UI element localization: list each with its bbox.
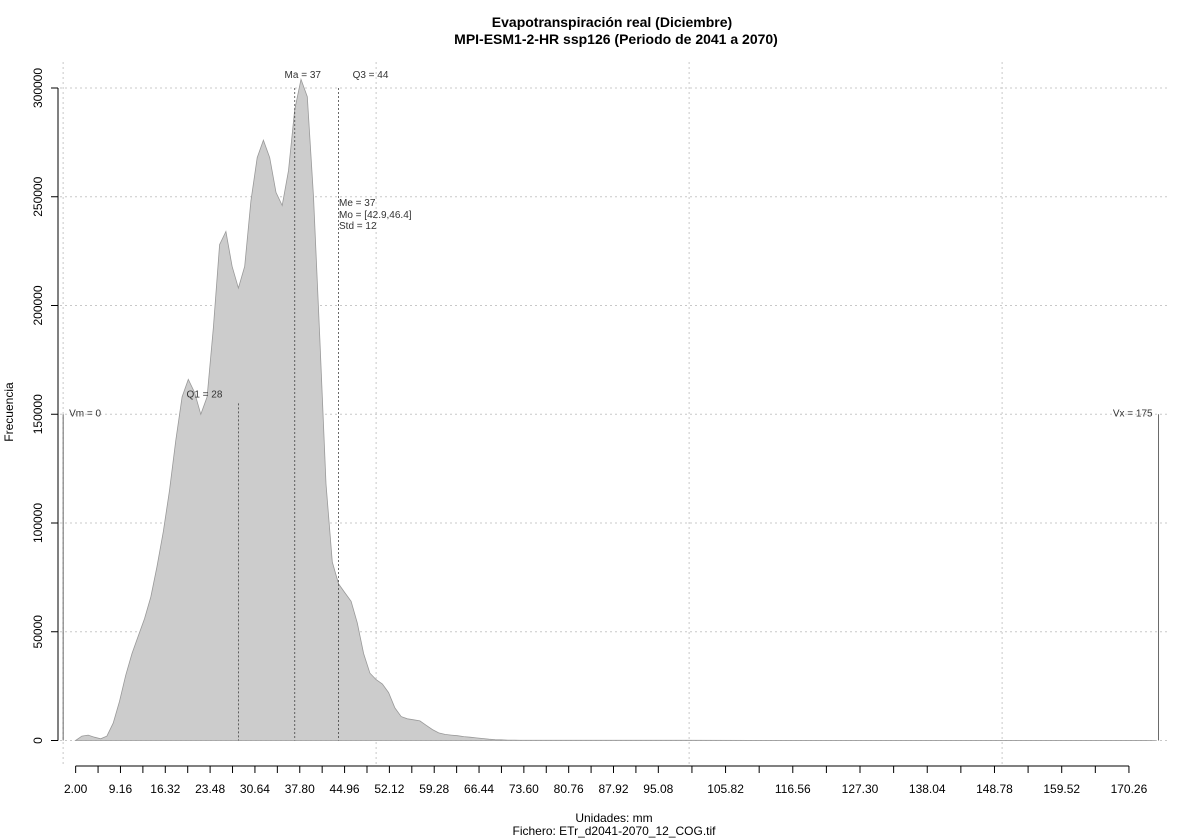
- x-tick-label: 52.12: [374, 782, 404, 796]
- y-tick-label: 150000: [31, 394, 45, 434]
- stat-median: Me = 37: [339, 198, 376, 209]
- stat-std: Std = 12: [339, 221, 377, 232]
- x-axis-label: Unidades: mm: [575, 811, 652, 825]
- chart-title: Evapotranspiración real (Diciembre): [492, 14, 732, 30]
- chart-subtitle: MPI-ESM1-2-HR ssp126 (Periodo de 2041 a …: [454, 31, 778, 47]
- y-axis-label: Frecuencia: [2, 382, 16, 442]
- x-tick-label: 127.30: [842, 782, 879, 796]
- marker-label: Ma = 37: [285, 70, 322, 81]
- y-tick-label: 200000: [31, 285, 45, 325]
- marker-label: Vm = 0: [69, 408, 101, 419]
- y-tick-label: 100000: [31, 503, 45, 543]
- marker-label: Vx = 175: [1113, 408, 1153, 419]
- y-tick-label: 250000: [31, 176, 45, 216]
- x-tick-label: 148.78: [976, 782, 1013, 796]
- x-tick-label: 170.26: [1111, 782, 1148, 796]
- x-tick-label: 23.48: [195, 782, 225, 796]
- x-tick-label: 66.44: [464, 782, 494, 796]
- y-axis: 0 50000 100000 150000 200000 250000 300000: [31, 68, 59, 744]
- x-tick-label: 159.52: [1043, 782, 1080, 796]
- stat-mode: Mo = [42.9,46.4]: [339, 210, 412, 221]
- x-tick-label: 59.28: [419, 782, 449, 796]
- y-tick-label: 300000: [31, 68, 45, 108]
- file-caption: Fichero: ETr_d2041-2070_12_COG.tif: [513, 824, 717, 838]
- x-tick-label: 44.96: [330, 782, 360, 796]
- x-tick-label: 9.16: [109, 782, 133, 796]
- x-tick-label: 138.04: [909, 782, 946, 796]
- x-tick-label: 16.32: [150, 782, 180, 796]
- text-layer: Evapotranspiración real (Diciembre) MPI-…: [2, 14, 778, 838]
- x-tick-label: 105.82: [707, 782, 744, 796]
- x-tick-label: 80.76: [554, 782, 584, 796]
- x-tick-label: 116.56: [775, 782, 811, 796]
- x-tick-label: 2.00: [64, 782, 88, 796]
- density-area: [74, 77, 1156, 741]
- x-tick-label: 37.80: [285, 782, 315, 796]
- x-tick-label: 30.64: [240, 782, 270, 796]
- y-tick-label: 0: [31, 737, 45, 744]
- x-axis: 2.00 9.16 16.32 23.48 30.64 37.80 44.96 52.12 59…: [64, 765, 1148, 796]
- marker-label: Q1 = 28: [187, 389, 223, 400]
- x-tick-label: 95.08: [643, 782, 673, 796]
- x-tick-label: 87.92: [598, 782, 628, 796]
- y-tick-label: 50000: [31, 615, 45, 649]
- x-tick-label: 73.60: [509, 782, 539, 796]
- marker-label: Q3 = 44: [353, 70, 389, 81]
- marker-layer: Vm = 0 Q1 = 28 Ma = 37 Q3 = 44 Vx = 175: [62, 70, 1160, 741]
